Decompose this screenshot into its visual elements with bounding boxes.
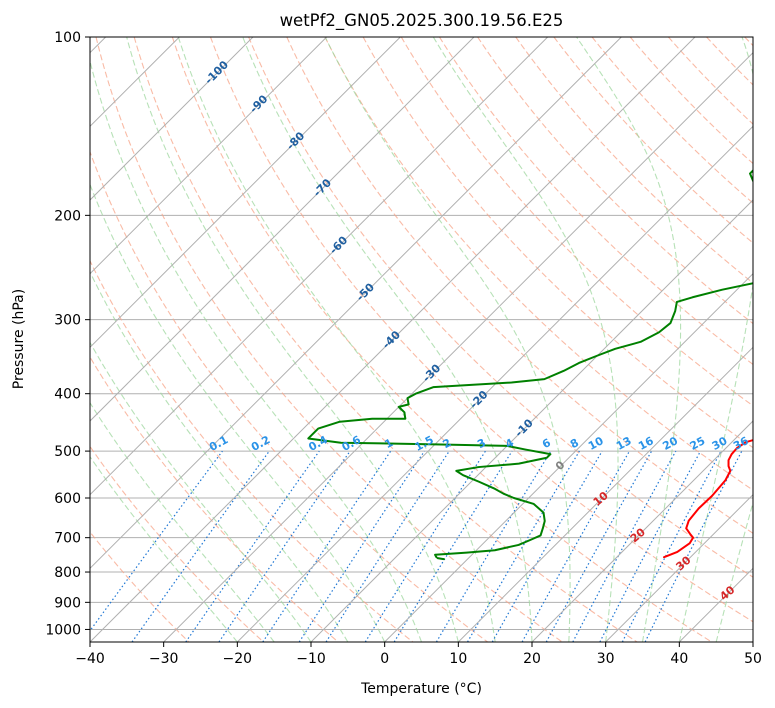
dry-adiabat — [400, 37, 753, 407]
dry-adiabat — [591, 37, 753, 204]
dry-adiabat — [438, 37, 753, 366]
moist-adiabat — [177, 37, 496, 642]
y-tick-label: 800 — [54, 565, 81, 581]
isotherm-line — [90, 37, 622, 570]
mixing-ratio-label: 10 — [586, 434, 606, 453]
dewpoint_small_arc-profile — [436, 557, 445, 561]
x-tick-label: −20 — [223, 651, 253, 667]
mixing-ratio-label: 13 — [614, 434, 634, 453]
moist-adiabat — [90, 341, 312, 642]
background-lines — [90, 37, 753, 642]
mixing-ratio-line — [90, 450, 223, 632]
y-tick-label: 900 — [54, 595, 81, 611]
moist-adiabat — [678, 37, 753, 642]
y-tick-label: 600 — [54, 491, 81, 507]
x-tick-label: −40 — [75, 651, 105, 667]
mixing-ratio-line — [435, 450, 552, 642]
y-tick-label: 300 — [54, 313, 81, 329]
chart-title: wetPf2_GN05.2025.300.19.56.E25 — [280, 11, 564, 31]
moist-adiabat — [90, 183, 386, 642]
isotherm-line — [531, 420, 753, 642]
dry-adiabat — [95, 37, 563, 642]
y-tick-label: 500 — [54, 444, 81, 460]
isotherm-line — [236, 125, 753, 642]
plot-frame — [89, 36, 754, 643]
x-tick-label: −10 — [296, 651, 326, 667]
x-tick-label: 0 — [380, 651, 389, 667]
dry-adiabat — [515, 37, 753, 284]
axes: −40 −30 −20 −10 0 10 20 30 40 50 100 200 300 400 500 60… — [45, 30, 762, 667]
dry-adiabat — [90, 259, 414, 642]
moist-adiabat — [242, 37, 533, 642]
x-tick-label: 20 — [523, 651, 541, 667]
moist-adiabat — [90, 401, 275, 642]
mixing-ratio-label: 16 — [636, 434, 656, 453]
dry-adiabat — [209, 37, 753, 623]
dry-adiabat — [171, 37, 713, 642]
mixing-ratio-label: 36 — [731, 434, 751, 453]
isotherm-line — [457, 346, 753, 642]
isotherm-line — [90, 37, 475, 422]
isotherm-line — [310, 199, 753, 642]
temperature-profile — [663, 439, 753, 559]
mixing-ratio-label: 20 — [660, 434, 680, 453]
x-tick-label: 10 — [449, 651, 467, 667]
mixing-ratio-line — [466, 450, 580, 642]
dry-adiabat — [90, 531, 190, 642]
mixing-ratio-line — [393, 450, 513, 642]
dry-adiabat — [362, 37, 753, 449]
dry-adiabat — [629, 37, 753, 165]
dry-adiabat — [133, 37, 638, 642]
y-tick-label: 100 — [54, 30, 81, 46]
moist-adiabat — [576, 37, 682, 642]
moist-adiabat — [715, 500, 753, 642]
mixing-ratio-line — [491, 450, 603, 642]
mixing-ratio-label: 30 — [710, 434, 730, 453]
isotherm-line — [90, 37, 549, 496]
y-tick-label: 700 — [54, 531, 81, 547]
moist-adiabat — [126, 37, 459, 642]
x-tick-label: −30 — [149, 651, 179, 667]
mixing-ratio-label: 25 — [688, 434, 708, 453]
x-tick-label: 30 — [597, 651, 615, 667]
mixing-ratio-line — [364, 450, 486, 642]
isotherm-line — [90, 37, 696, 642]
isotherm-line — [90, 37, 401, 349]
dry-adiabat — [90, 355, 339, 642]
isotherm-line — [384, 272, 753, 642]
y-axis-title: Pressure (hPa) — [11, 289, 27, 389]
mixing-ratio-line — [185, 450, 320, 642]
dewpoint-profile — [307, 169, 753, 559]
moist-adiabat — [324, 37, 571, 642]
x-tick-label: 40 — [670, 651, 688, 667]
dry-adiabat — [477, 37, 753, 325]
x-tick-label: 50 — [744, 651, 762, 667]
dry-adiabat — [248, 37, 753, 578]
mixing-ratio-line — [131, 450, 270, 642]
isotherm-line — [605, 493, 753, 642]
mixing-ratio-line — [325, 450, 450, 642]
y-tick-label: 200 — [54, 208, 81, 224]
isotherm-line — [163, 51, 753, 642]
moist-adiabat — [90, 455, 238, 642]
x-axis-title: Temperature (°C) — [360, 681, 482, 697]
dry-adiabat — [90, 445, 264, 642]
profile-lines — [307, 169, 753, 561]
mixing-ratio-line — [572, 450, 677, 642]
y-tick-label: 400 — [54, 387, 81, 403]
mixing-ratio-line — [218, 450, 351, 642]
y-tick-label: 1000 — [45, 622, 81, 638]
moist-adiabat — [90, 59, 423, 642]
isotherm-line — [90, 37, 254, 201]
isotherm-line — [90, 37, 328, 275]
moist-adiabat — [432, 37, 619, 642]
mixing-ratio-line — [521, 450, 631, 642]
